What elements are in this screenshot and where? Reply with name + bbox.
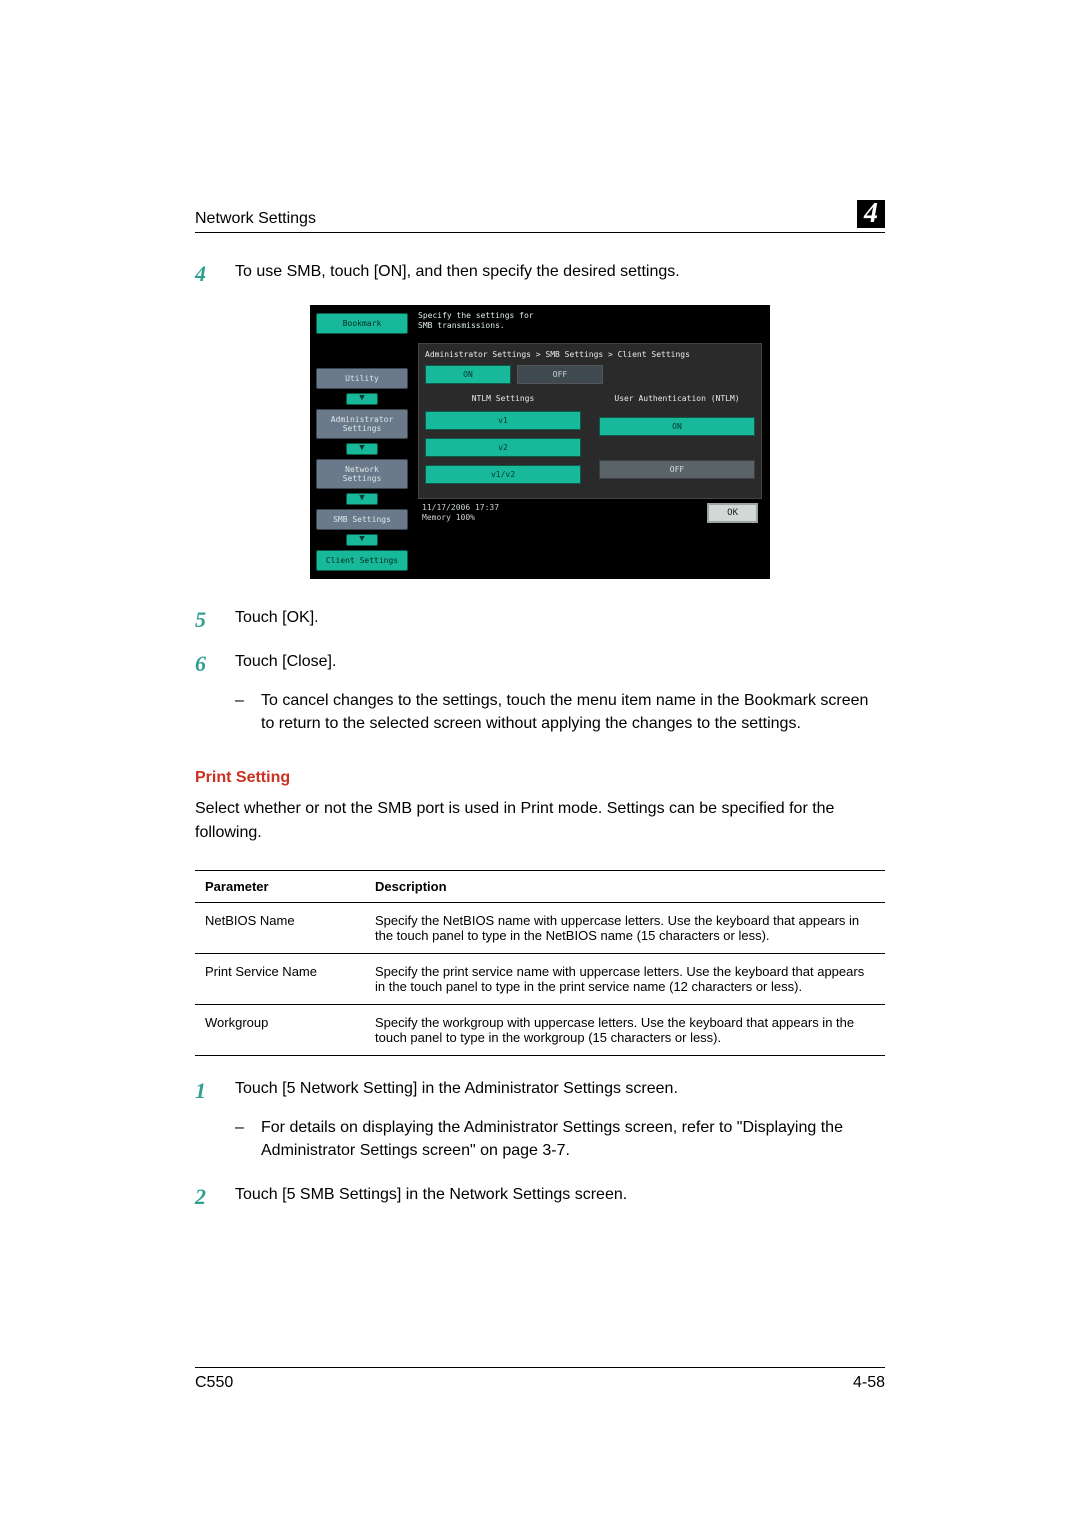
col-parameter: Parameter — [195, 870, 365, 902]
screenshot-main: Specify the settings for SMB transmissio… — [414, 305, 770, 579]
footer-model: C550 — [195, 1374, 233, 1392]
nav-arrow-icon: ▼ — [346, 393, 378, 405]
breadcrumb: Administrator Settings > SMB Settings > … — [425, 350, 755, 359]
step-text: Touch [5 SMB Settings] in the Network Se… — [235, 1184, 627, 1210]
step-number: 2 — [195, 1184, 235, 1210]
table-header-row: Parameter Description — [195, 870, 885, 902]
network-settings-button[interactable]: Network Settings — [316, 459, 408, 489]
step-number: 5 — [195, 607, 235, 633]
chapter-number: 4 — [857, 200, 885, 228]
ntlm-settings-title: NTLM Settings — [425, 394, 581, 403]
step-6-sub: – To cancel changes to the settings, tou… — [235, 689, 885, 735]
nav-arrow-icon: ▼ — [346, 534, 378, 546]
header-title: Network Settings — [195, 210, 316, 228]
footer-page: 4-58 — [853, 1374, 885, 1392]
step-text: Touch [OK]. — [235, 607, 319, 633]
auth-off-option[interactable]: OFF — [599, 460, 755, 479]
screenshot-message: Specify the settings for SMB transmissio… — [418, 311, 762, 339]
ntlm-v2-option[interactable]: v2 — [425, 438, 581, 457]
dash-bullet: – — [235, 1116, 261, 1162]
screenshot-sidebar: Bookmark Utility ▼ Administrator Setting… — [310, 305, 414, 579]
step-text: Touch [5 Network Setting] in the Adminis… — [235, 1078, 678, 1104]
status-datetime: 11/17/2006 17:37 — [422, 503, 499, 513]
off-toggle[interactable]: OFF — [517, 365, 603, 384]
ok-button[interactable]: OK — [707, 503, 758, 523]
cell-param: NetBIOS Name — [195, 902, 365, 953]
step-5: 5 Touch [OK]. — [195, 607, 885, 633]
cell-param: Print Service Name — [195, 953, 365, 1004]
step-text: To use SMB, touch [ON], and then specify… — [235, 261, 680, 287]
step-number: 6 — [195, 651, 235, 677]
col-description: Description — [365, 870, 885, 902]
sub-bullet-text: For details on displaying the Administra… — [261, 1116, 885, 1162]
status-memory: Memory 100% — [422, 513, 499, 523]
on-toggle[interactable]: ON — [425, 365, 511, 384]
page-footer: C550 4-58 — [195, 1367, 885, 1392]
step-4: 4 To use SMB, touch [ON], and then speci… — [195, 261, 885, 287]
bookmark-button[interactable]: Bookmark — [316, 313, 408, 334]
smb-settings-button[interactable]: SMB Settings — [316, 509, 408, 530]
step-1-sub: – For details on displaying the Administ… — [235, 1116, 885, 1162]
cell-desc: Specify the workgroup with uppercase let… — [365, 1004, 885, 1055]
ntlm-v1-option[interactable]: v1 — [425, 411, 581, 430]
cell-param: Workgroup — [195, 1004, 365, 1055]
status-bar: 11/17/2006 17:37 Memory 100% — [422, 503, 499, 522]
table-row: Print Service Name Specify the print ser… — [195, 953, 885, 1004]
utility-button[interactable]: Utility — [316, 368, 408, 389]
cell-desc: Specify the print service name with uppe… — [365, 953, 885, 1004]
client-settings-button[interactable]: Client Settings — [316, 550, 408, 571]
nav-arrow-icon: ▼ — [346, 493, 378, 505]
dash-bullet: – — [235, 689, 261, 735]
cell-desc: Specify the NetBIOS name with uppercase … — [365, 902, 885, 953]
step-number: 1 — [195, 1078, 235, 1104]
parameters-table: Parameter Description NetBIOS Name Speci… — [195, 870, 885, 1056]
table-row: Workgroup Specify the workgroup with upp… — [195, 1004, 885, 1055]
step-number: 4 — [195, 261, 235, 287]
step-6: 6 Touch [Close]. — [195, 651, 885, 677]
section-intro: Select whether or not the SMB port is us… — [195, 797, 885, 843]
admin-settings-button[interactable]: Administrator Settings — [316, 409, 408, 439]
section-heading: Print Setting — [195, 769, 885, 787]
step-1: 1 Touch [5 Network Setting] in the Admin… — [195, 1078, 885, 1104]
device-screenshot: Bookmark Utility ▼ Administrator Setting… — [310, 305, 770, 579]
step-text: Touch [Close]. — [235, 651, 336, 677]
ntlm-v1v2-option[interactable]: v1/v2 — [425, 465, 581, 484]
user-auth-title: User Authentication (NTLM) — [599, 394, 755, 403]
page-header: Network Settings 4 — [195, 200, 885, 233]
sub-bullet-text: To cancel changes to the settings, touch… — [261, 689, 885, 735]
nav-arrow-icon: ▼ — [346, 443, 378, 455]
auth-on-option[interactable]: ON — [599, 417, 755, 436]
table-row: NetBIOS Name Specify the NetBIOS name wi… — [195, 902, 885, 953]
step-2: 2 Touch [5 SMB Settings] in the Network … — [195, 1184, 885, 1210]
